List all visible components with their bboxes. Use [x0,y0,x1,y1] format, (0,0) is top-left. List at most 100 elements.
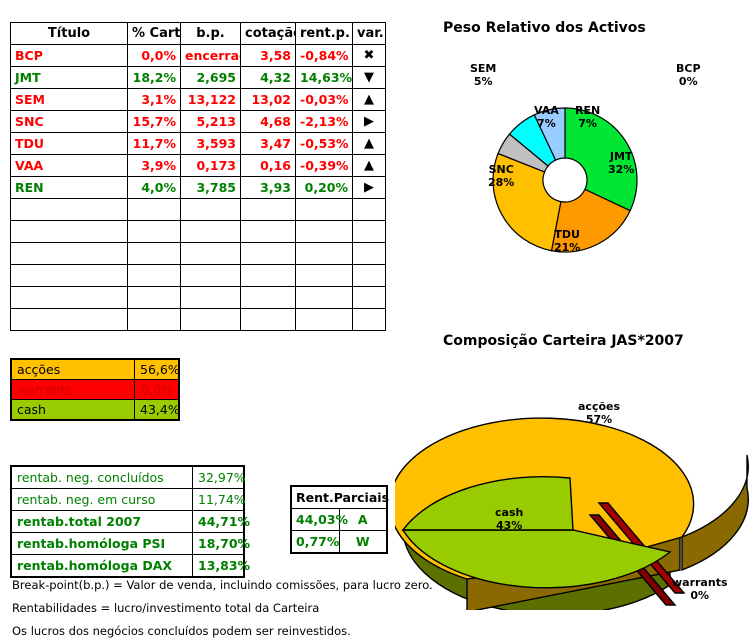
table-row-empty[interactable] [10,286,386,309]
holdings-table[interactable]: Título % Cart b.p. cotação rent.p. var. … [10,22,386,331]
column-header-titulo[interactable]: Título [10,22,128,45]
returns-row[interactable]: rentab. neg. concluídos 32,97% [10,465,246,489]
returns-row[interactable]: rentab.total 2007 44,71% [10,510,250,533]
cell-percart: 18,2% [127,66,181,89]
cell-variation-icon: ✖ [352,44,386,67]
cell-percart: 3,1% [127,88,181,111]
cell-rentp: -2,13% [295,110,353,133]
donut-slice-ren [533,107,566,161]
cell-variation-icon: ▲ [352,132,386,155]
cell-percart: 11,7% [127,132,181,155]
footnote-reinvestimento: Os lucros dos negócios concluídos podem … [12,624,351,638]
donut-label-sem: SEM 5% [470,62,497,88]
table-row[interactable]: VAA 3,9% 0,173 0,16 -0,39% ▲ [10,154,386,177]
cell-empty [295,242,353,265]
cell-variation-icon: ▲ [352,154,386,177]
asset-legend-row[interactable]: cash 43,4% [10,399,180,421]
cell-empty [180,308,241,331]
returns-summary-table[interactable]: rentab. neg. concluídos 32,97% rentab. neg… [10,465,250,578]
table-row[interactable]: TDU 11,7% 3,593 3,47 -0,53% ▲ [10,132,386,155]
partials-row[interactable]: 0,77% W [290,530,388,554]
asset-legend-row[interactable]: acções 56,6% [10,358,180,380]
cell-empty [295,308,353,331]
footnote-breakpoint: Break-point(b.p.) = Valor de venda, incl… [12,578,433,592]
column-header-bp[interactable]: b.p. [180,22,241,45]
partials-value: 0,77% [290,530,340,554]
returns-row[interactable]: rentab.homóloga PSI 18,70% [10,532,250,555]
table-row-empty[interactable] [10,220,386,243]
pie3d-chart-title: Composição Carteira JAS*2007 [443,333,684,349]
table-row[interactable]: JMT 18,2% 2,695 4,32 14,63% ▼ [10,66,386,89]
table-row[interactable]: SNC 15,7% 5,213 4,68 -2,13% ▶ [10,110,386,133]
asset-weight-donut-chart [492,107,638,253]
cell-empty [10,220,128,243]
table-row[interactable]: REN 4,0% 3,785 3,93 0,20% ▶ [10,176,386,199]
returns-value: 44,71% [192,510,250,533]
cell-empty [127,264,181,287]
cell-cotacao: 13,02 [240,88,296,111]
asset-legend-label: cash [10,399,135,421]
returns-label: rentab.homóloga DAX [10,554,193,578]
cell-percart: 15,7% [127,110,181,133]
cell-empty [127,286,181,309]
cell-empty [295,198,353,221]
column-header-var[interactable]: var. [352,22,386,45]
cell-empty [295,264,353,287]
pie3d-slice-cash [401,529,672,589]
returns-row[interactable]: rentab. neg. em curso 11,74% [10,488,246,511]
cell-empty [10,264,128,287]
cell-rentp: 0,20% [295,176,353,199]
cell-bp: 0,173 [180,154,241,177]
cell-rentp: -0,03% [295,88,353,111]
column-header-percart[interactable]: % Cart [127,22,181,45]
donut-label-ren: REN 7% [575,104,601,130]
cell-empty [127,242,181,265]
donut-label-jmt: JMT 32% [608,150,635,176]
cell-empty [352,286,386,309]
partials-code: W [338,530,388,554]
cell-empty [180,198,241,221]
donut-chart-title: Peso Relativo dos Activos [443,20,646,36]
table-row-empty[interactable] [10,242,386,265]
cell-empty [295,220,353,243]
cell-empty [127,220,181,243]
partial-returns-table[interactable]: Rent.Parciais 44,03% A 0,77% W [290,485,389,554]
cell-percart: 4,0% [127,176,181,199]
partials-code: A [338,508,388,531]
cell-empty [352,242,386,265]
table-row-empty[interactable] [10,198,386,221]
cell-empty [240,198,296,221]
returns-label: rentab. neg. concluídos [10,465,193,489]
column-header-rentp[interactable]: rent.p. [295,22,353,45]
holdings-header-row: Título % Cart b.p. cotação rent.p. var. [10,22,386,45]
donut-label-tdu: TDU 21% [554,228,581,254]
donut-slice-snc [492,152,562,252]
cell-titulo: SEM [10,88,128,111]
returns-row[interactable]: rentab.homóloga DAX 13,83% [10,554,250,578]
cell-titulo: REN [10,176,128,199]
returns-value: 13,83% [192,554,250,578]
asset-legend-row[interactable]: warrants 0,0% [10,379,180,400]
partials-row[interactable]: 44,03% A [290,508,388,531]
cell-empty [352,264,386,287]
donut-label-vaa: VAA 7% [534,104,559,130]
cell-rentp: 14,63% [295,66,353,89]
cell-empty [240,308,296,331]
table-row[interactable]: SEM 3,1% 13,122 13,02 -0,03% ▲ [10,88,386,111]
table-row-empty[interactable] [10,264,386,287]
cell-empty [240,264,296,287]
returns-value: 32,97% [192,465,246,489]
asset-class-legend-table[interactable]: acções 56,6% warrants 0,0% cash 43,4% [10,358,180,421]
asset-legend-value: 56,6% [134,358,180,380]
partials-header-row: Rent.Parciais [290,485,389,509]
returns-label: rentab.total 2007 [10,510,193,533]
column-header-cotacao[interactable]: cotação [240,22,296,45]
donut-label-snc: SNC 28% [488,163,515,189]
pie3d-slice-cash-upper [401,476,574,531]
cell-variation-icon: ▶ [352,110,386,133]
donut-slice-group [492,107,638,253]
cell-empty [240,242,296,265]
table-row-empty[interactable] [10,308,386,331]
returns-label: rentab. neg. em curso [10,488,193,511]
